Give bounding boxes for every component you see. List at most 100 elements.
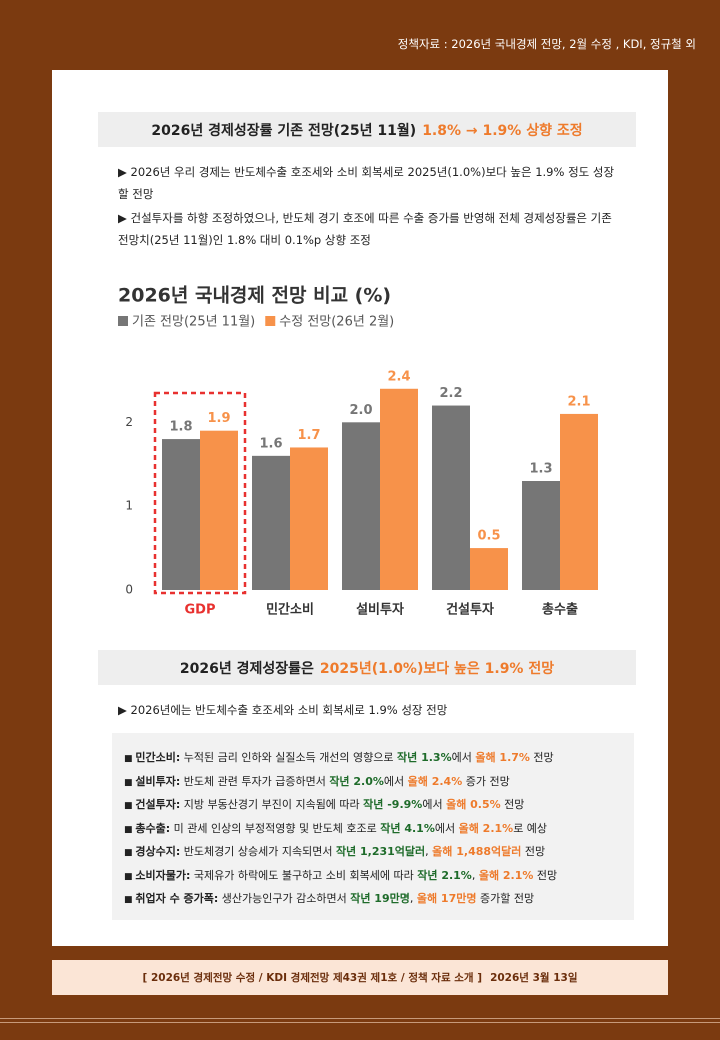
item-text: 올해 0.5% <box>446 798 501 811</box>
footer-source: [ 2026년 경제전망 수정 / KDI 경제전망 제43권 제1호 / 정책… <box>142 972 483 984</box>
item-text: 전망 <box>500 798 525 811</box>
item-text: 작년 1,231억달러 <box>335 845 426 858</box>
item-label: 취업자 수 증가폭: <box>135 892 219 905</box>
header: 정책자료 : 2026년 국내경제 전망, 2월 수정 , KDI, 정규철 외 <box>397 37 696 51</box>
bar <box>200 430 238 590</box>
value-label: 1.8 <box>169 420 192 435</box>
item-text: 증가 전망 <box>462 774 510 788</box>
summary-item: 소비자물가: 국제유가 하락에도 불구하고 소비 회복세에 따라 작년 2.1%… <box>124 867 557 883</box>
value-label: 1.7 <box>297 428 320 443</box>
x-tick-label: 건설투자 <box>446 602 494 618</box>
item-text: 올해 1,488억달러 <box>432 845 522 858</box>
rule <box>0 1018 720 1019</box>
bullet: 2026년 우리 경제는 반도체수출 호조세와 소비 회복세로 2025년(1.… <box>118 161 623 205</box>
x-tick-label: GDP <box>185 603 216 618</box>
item-text: , <box>409 892 417 905</box>
item-text: 지방 부동산경기 부진이 지속됨에 따라 <box>180 798 364 811</box>
highlight-box <box>153 391 247 595</box>
chart: 2026년 국내경제 전망 비교 (%) 기존 전망(25년 11월) 수정 전망… <box>118 285 598 618</box>
item-text: 로 예상 <box>513 821 548 835</box>
footer-date: 2026년 3월 13일 <box>490 972 578 984</box>
item-text: 올해 2.4% <box>407 774 463 788</box>
legend-label: 수정 전망(26년 2월) <box>279 315 394 330</box>
item-text: 작년 2.1% <box>417 868 472 882</box>
value-label: 2.0 <box>349 403 372 418</box>
x-tick-label: 민간소비 <box>266 602 314 618</box>
bar <box>560 413 598 590</box>
value-label: 2.1 <box>567 394 590 409</box>
y-tick-label: 1 <box>125 499 133 513</box>
value-label: 2.4 <box>387 369 410 384</box>
item-label: 민간소비: <box>135 751 181 764</box>
summary-item: 취업자 수 증가폭: 생산가능인구가 감소하면서 작년 19만명, 올해 17만… <box>124 890 534 906</box>
value-label: 1.3 <box>529 462 552 477</box>
item-text: 에서 <box>422 798 447 811</box>
chart-title: 2026년 국내경제 전망 비교 (%) <box>118 285 391 307</box>
item-text: 전망 <box>529 751 554 764</box>
item-text: 올해 1.7% <box>475 751 530 764</box>
y-tick-label: 2 <box>125 415 133 429</box>
section-highlight: 1.8% → 1.9% 상향 조정 <box>422 122 583 139</box>
item-text: 올해 2.1% <box>478 868 534 882</box>
bar <box>342 422 380 590</box>
summary-item: 건설투자: 지방 부동산경기 부진이 지속됨에 따라 작년 -9.9%에서 올해… <box>124 796 524 812</box>
item-text: 작년 19만명 <box>350 892 410 905</box>
y-tick-label: 0 <box>125 583 133 597</box>
item-text: 작년 4.1% <box>380 821 435 835</box>
legend-label: 기존 전망(25년 11월) <box>132 315 255 330</box>
item-text: 전망 <box>521 845 546 858</box>
bar <box>290 447 328 590</box>
item-text: 전망 <box>533 868 558 882</box>
item-label: 건설투자: <box>135 798 181 811</box>
legend-swatch <box>118 316 128 326</box>
bar <box>522 481 560 590</box>
item-label: 소비자물가: <box>135 868 191 882</box>
item-text: 누적된 금리 인하와 실질소득 개선의 영향으로 <box>180 751 398 764</box>
summary-item: 설비투자: 반도체 관련 투자가 급증하면서 작년 2.0%에서 올해 2.4%… <box>124 773 510 789</box>
item-text: 올해 2.1% <box>458 821 514 835</box>
item-text: 반도체경기 상승세가 지속되면서 <box>180 845 336 858</box>
item-text: , <box>471 868 479 882</box>
rule <box>0 1022 720 1023</box>
value-label: 1.6 <box>259 436 282 451</box>
item-text: 국제유가 하락에도 불구하고 소비 회복세에 따라 <box>190 868 418 882</box>
summary-item: 경상수지: 반도체경기 상승세가 지속되면서 작년 1,231억달러, 올해 1… <box>124 843 545 859</box>
bullet: 2026년에는 반도체수출 호조세와 소비 회복세로 1.9% 성장 전망 <box>118 699 623 721</box>
bar <box>162 439 200 590</box>
value-label: 1.9 <box>207 411 230 426</box>
bar <box>470 548 508 590</box>
item-text: 작년 -9.9% <box>363 798 423 811</box>
value-label: 0.5 <box>477 529 500 544</box>
bar <box>252 455 290 590</box>
bullet: 건설투자를 하향 조정하였으나, 반도체 경기 호조에 따른 수출 증가를 반영… <box>118 207 623 251</box>
summary-item: 총수출: 미 관세 인상의 부정적영향 및 반도체 호조로 작년 4.1%에서 … <box>124 820 547 836</box>
bar <box>380 388 418 590</box>
footer: [ 2026년 경제전망 수정 / KDI 경제전망 제43권 제1호 / 정책… <box>52 960 668 995</box>
value-label: 2.2 <box>439 386 462 401</box>
summary-item: 민간소비: 누적된 금리 인하와 실질소득 개선의 영향으로 작년 1.3%에서… <box>124 749 554 765</box>
section-title-bar: 2026년 경제성장률 기존 전망(25년 11월) 1.8% → 1.9% 상… <box>98 112 636 147</box>
section-title: 2026년 경제성장률은 <box>179 660 314 677</box>
item-text: 에서 <box>383 774 408 788</box>
item-text: 작년 2.0% <box>329 774 384 788</box>
item-text: , <box>425 845 433 858</box>
item-label: 설비투자: <box>135 774 181 788</box>
item-text: 미 관세 인상의 부정적영향 및 반도체 호조로 <box>170 821 381 835</box>
section-title: 2026년 경제성장률 기존 전망(25년 11월) <box>151 122 417 139</box>
section-highlight: 2025년(1.0%)보다 높은 1.9% 전망 <box>319 660 555 677</box>
item-text: 에서 <box>434 821 459 835</box>
item-text: 생산가능인구가 감소하면서 <box>218 892 351 905</box>
item-text: 올해 17만명 <box>416 892 477 905</box>
item-text: 작년 1.3% <box>397 751 452 764</box>
item-label: 경상수지: <box>135 845 181 858</box>
section-title-bar: 2026년 경제성장률은 2025년(1.0%)보다 높은 1.9% 전망 <box>98 650 636 685</box>
item-text: 반도체 관련 투자가 급증하면서 <box>180 774 330 788</box>
item-text: 에서 <box>451 751 476 764</box>
x-tick-label: 총수출 <box>542 602 578 618</box>
bar <box>432 405 470 590</box>
legend-swatch <box>265 316 276 326</box>
x-tick-label: 설비투자 <box>356 603 404 618</box>
item-label: 총수출: <box>135 821 171 835</box>
item-text: 증가할 전망 <box>476 892 535 905</box>
